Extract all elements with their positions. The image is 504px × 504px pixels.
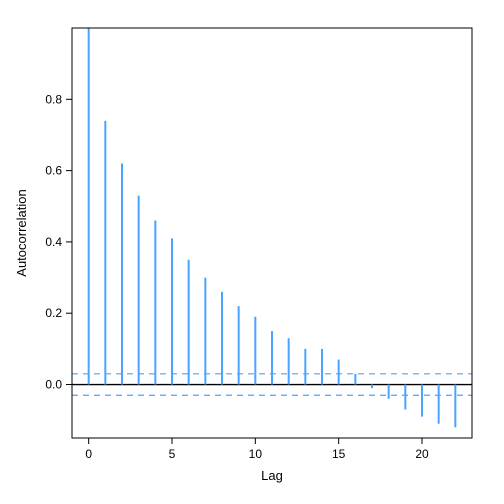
y-tick-label: 0.8 [45,92,62,106]
y-tick-label: 0.0 [45,378,62,392]
x-tick-label: 0 [85,447,92,461]
acf-chart: 0 5 10 15 20 0.0 0.2 0.4 0.6 0.8 Lag Autocorrelatio… [0,0,504,504]
plot-background [0,0,504,504]
x-tick-label: 20 [415,447,429,461]
x-axis-label: Lag [261,468,283,483]
y-axis-label: Autocorrelation [14,189,29,276]
y-tick-label: 0.4 [45,235,62,249]
x-tick-label: 5 [169,447,176,461]
x-tick-label: 10 [249,447,263,461]
y-tick-label: 0.6 [45,164,62,178]
x-tick-label: 15 [332,447,346,461]
acf-svg: 0 5 10 15 20 0.0 0.2 0.4 0.6 0.8 Lag Autocorrelatio… [0,0,504,504]
y-tick-label: 0.2 [45,306,62,320]
